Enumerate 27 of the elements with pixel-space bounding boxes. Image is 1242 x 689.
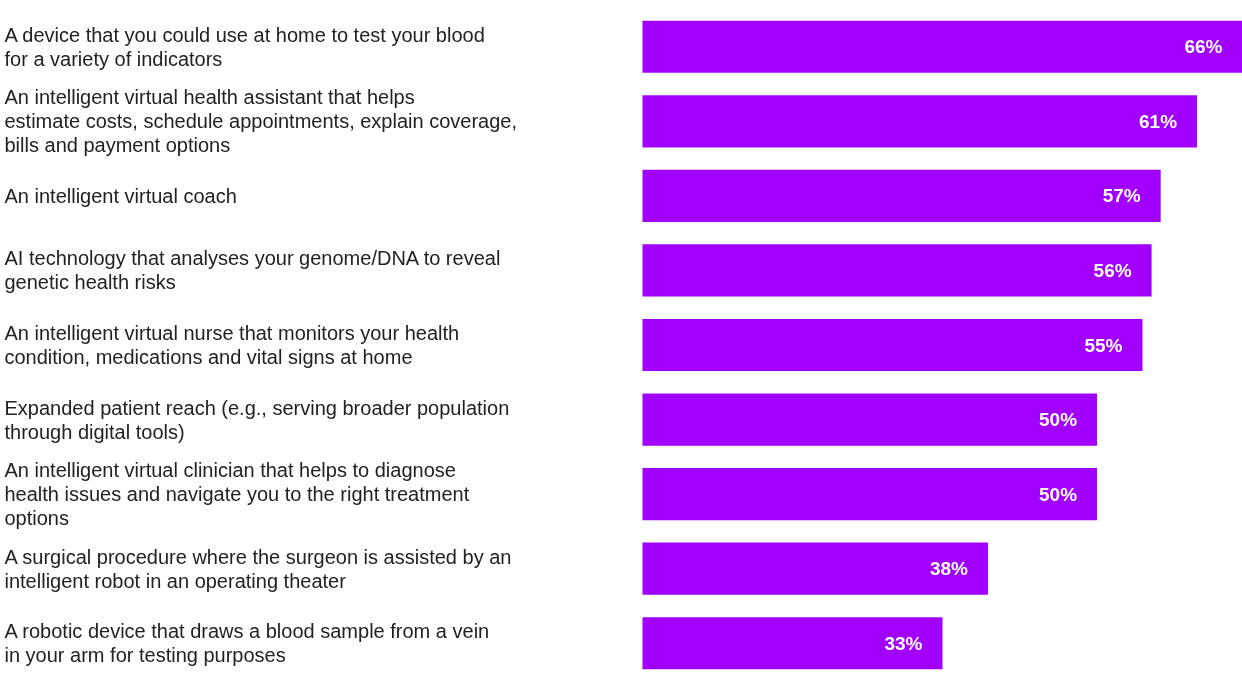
data-label: 50% bbox=[1039, 483, 1078, 505]
bar bbox=[642, 244, 1152, 297]
y-tick-label: An intelligent virtual clinician that helps to diagnose health issues and navigate you to the right treatment options bbox=[4, 459, 470, 530]
bar bbox=[642, 617, 943, 670]
data-label: 61% bbox=[1139, 110, 1178, 132]
y-tick-label: An intelligent virtual coach bbox=[4, 184, 237, 207]
data-label: 33% bbox=[884, 632, 923, 654]
y-tick-label: An intelligent virtual health assistant that helps estimate costs, schedule appointments, explain coverage, bills and payment options bbox=[4, 86, 518, 157]
y-tick-label: A surgical procedure where the surgeon is assisted by an intelligent robot in an operating theater bbox=[4, 545, 512, 592]
data-label: 57% bbox=[1102, 185, 1141, 207]
y-tick-label: An intelligent virtual nurse that monitors your health condition, medications and vital signs at home bbox=[4, 322, 460, 368]
y-tick-label: Expanded patient reach (e.g., serving broader population through digital tools) bbox=[4, 396, 510, 443]
y-tick-label: AI technology that analyses your genome/DNA to reveal genetic health risks bbox=[4, 247, 501, 294]
bar bbox=[642, 169, 1161, 222]
bar bbox=[642, 318, 1143, 372]
data-label: 50% bbox=[1039, 409, 1078, 431]
bar bbox=[642, 542, 988, 595]
data-label: 66% bbox=[1184, 36, 1223, 58]
data-label: 56% bbox=[1093, 259, 1132, 281]
bar bbox=[642, 20, 1242, 73]
bar bbox=[642, 95, 1198, 148]
data-label: 55% bbox=[1084, 334, 1123, 356]
bar bbox=[642, 468, 1098, 521]
data-label: 38% bbox=[929, 558, 969, 580]
y-tick-label: A robotic device that draws a blood sample from a vein in your arm for testing purposes bbox=[4, 620, 490, 667]
y-tick-label: A device that you could use at home to test your blood for a variety of indicators bbox=[4, 23, 485, 70]
bar bbox=[642, 393, 1098, 446]
